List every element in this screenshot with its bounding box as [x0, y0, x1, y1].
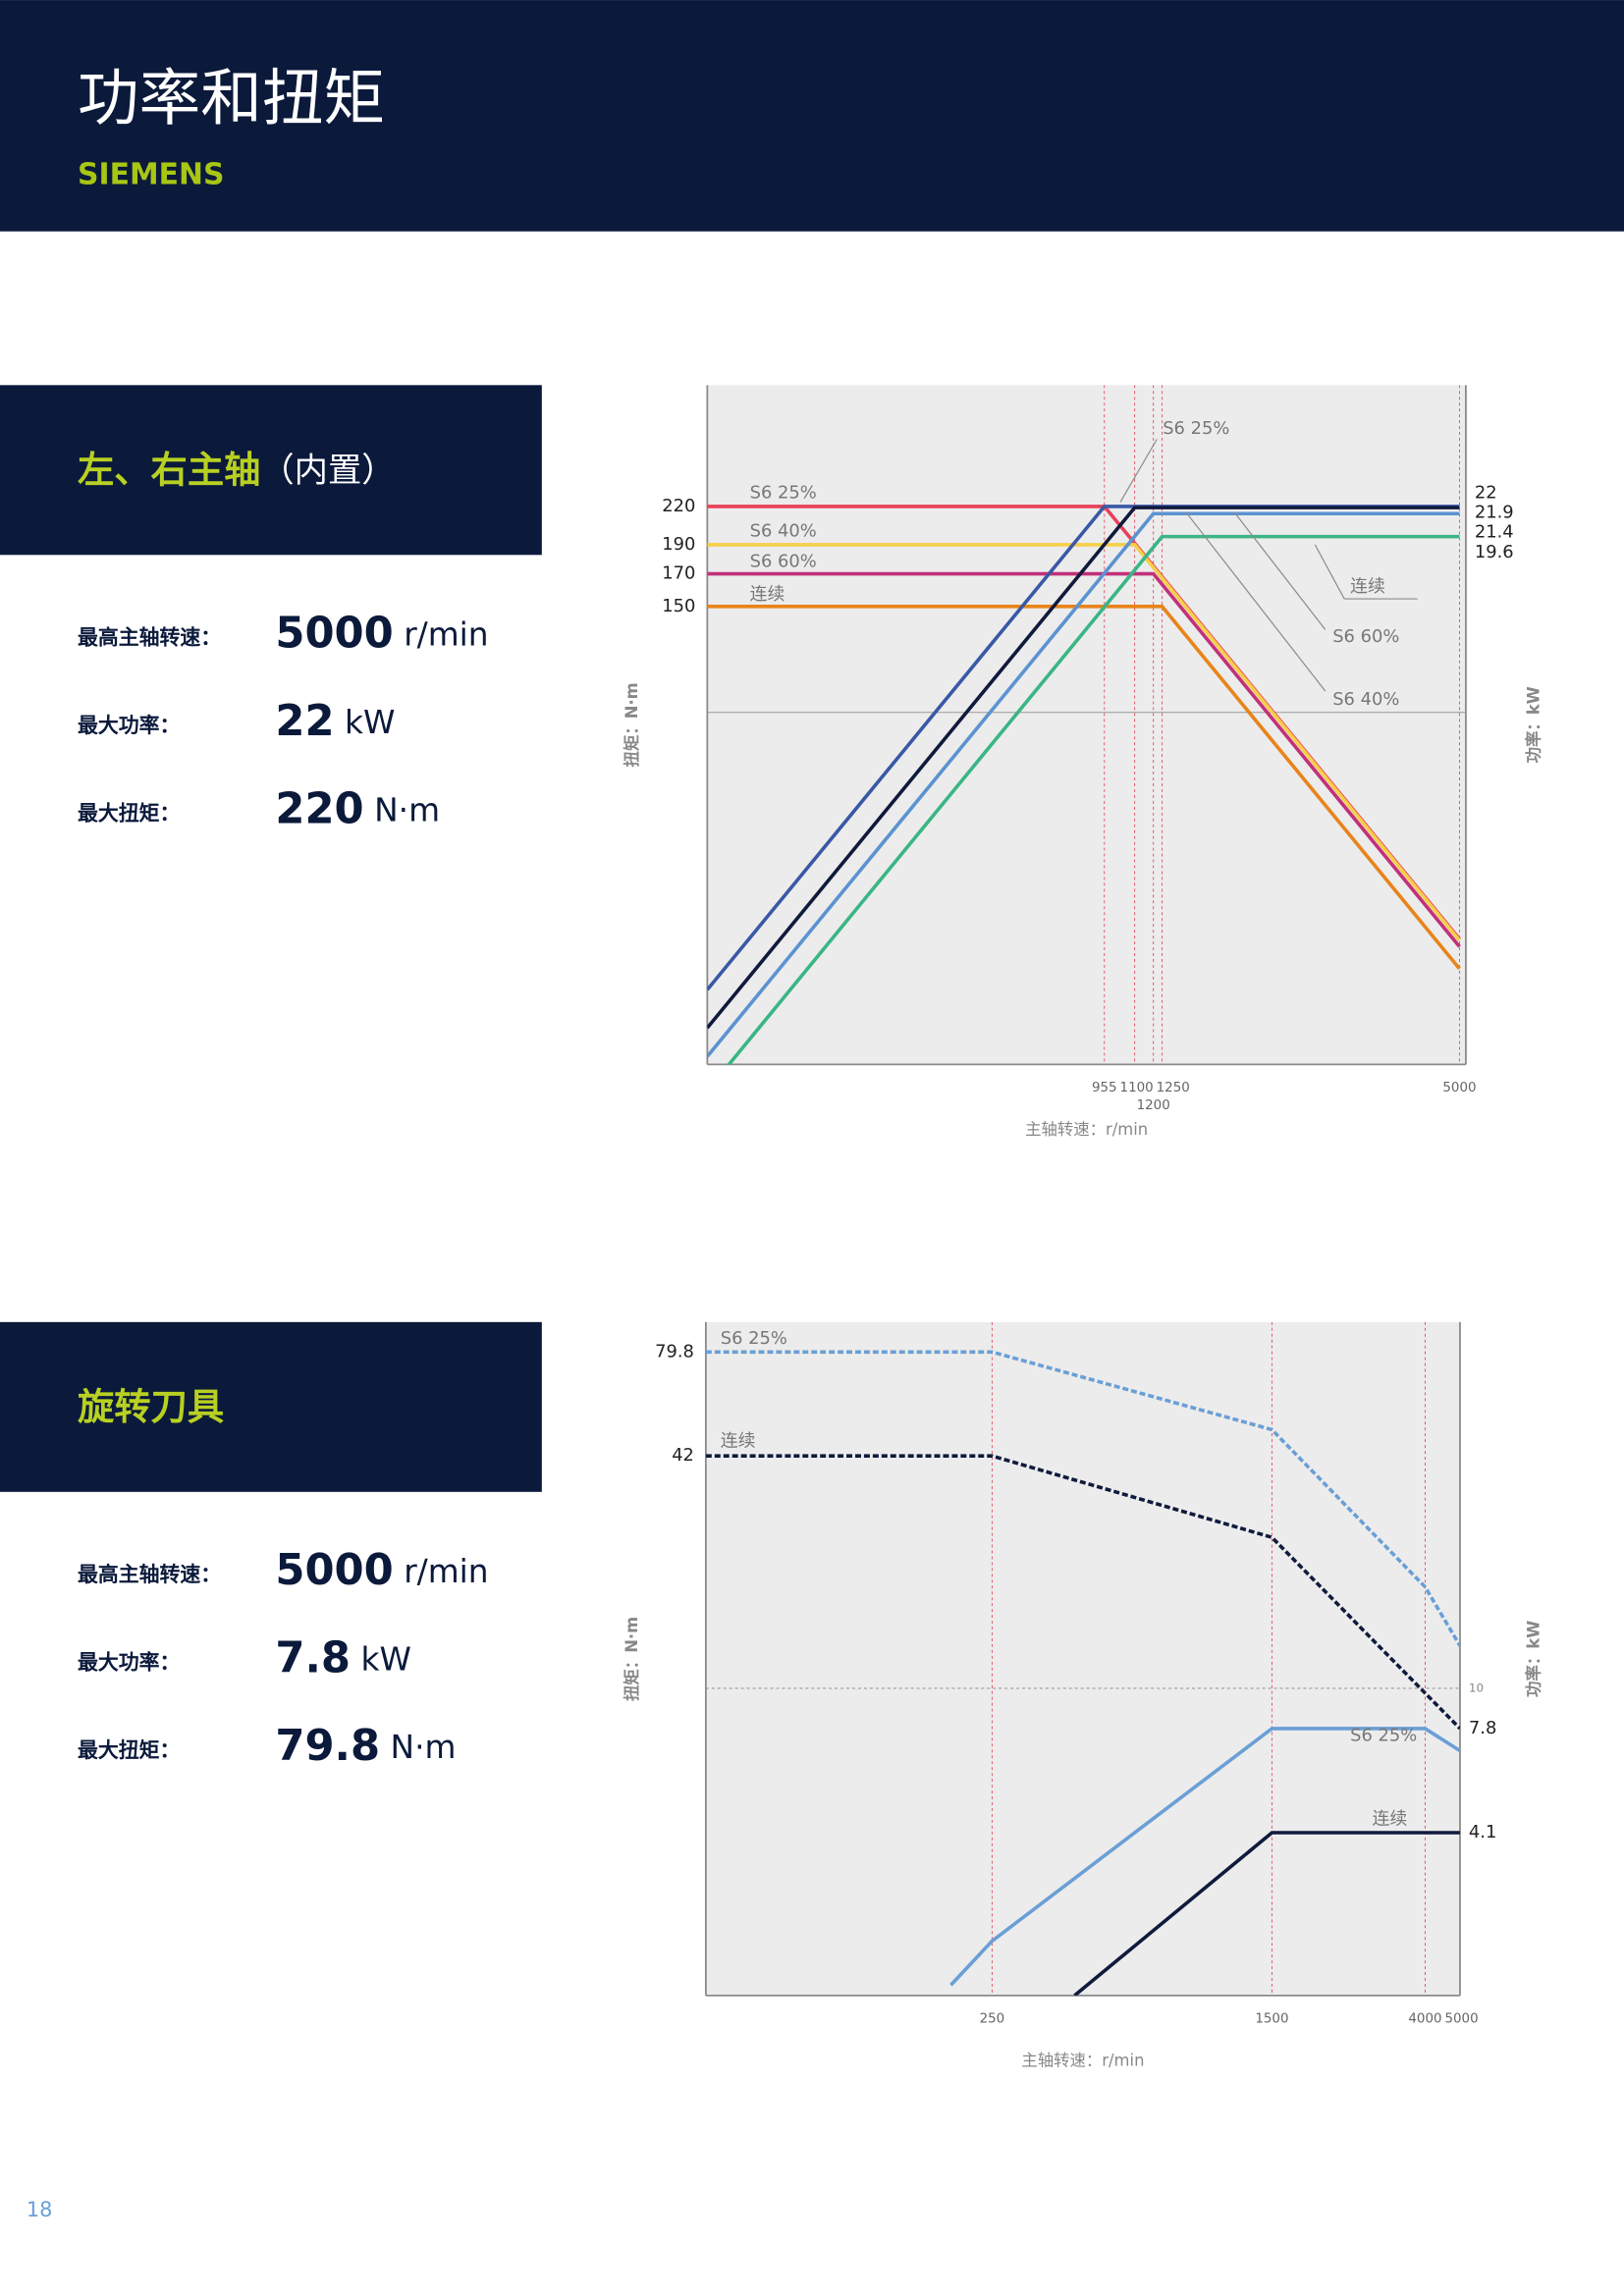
- series-line: [707, 605, 1461, 970]
- y-tick-label: 150: [662, 596, 695, 616]
- y2-tick-label: 21.4: [1475, 522, 1514, 543]
- leader: [1185, 511, 1326, 692]
- spec-number: 5000: [275, 609, 393, 658]
- series-label: S6 40%: [1332, 689, 1399, 710]
- series-label: S6 40%: [750, 521, 817, 542]
- spec-unit: kW: [345, 703, 395, 740]
- spec-label: 最大功率：: [78, 1650, 180, 1674]
- x-tick-label: 5000: [1442, 1081, 1476, 1095]
- section-subtitle: （内置）: [260, 451, 395, 490]
- chart: 955 1100 1200 1250 5000 150 170 190 220 2221.921.…: [623, 385, 1543, 1139]
- section-band: [0, 1321, 542, 1492]
- section-title-main: 左、右主轴: [78, 448, 260, 491]
- spec-unit: N·m: [374, 791, 440, 828]
- leaders: [1119, 439, 1418, 692]
- leader: [1314, 544, 1345, 600]
- spec-number: 22: [275, 696, 334, 745]
- spec-value: 22 kW: [275, 696, 395, 745]
- y2-tick-label: 10: [1469, 1681, 1484, 1694]
- plot-area: [705, 1321, 1460, 1996]
- series-label: S6 25%: [1163, 418, 1229, 439]
- leader: [1233, 511, 1326, 630]
- spec-label: 最大扭矩：: [78, 801, 180, 825]
- y-axis-title: 扭矩：N·m: [623, 1617, 641, 1701]
- spec-label: 最高主轴转速：: [78, 625, 221, 649]
- series-line: [707, 571, 1461, 948]
- x-tick-label: 1500: [1255, 2012, 1288, 2027]
- x-tick-label: 4000: [1408, 2012, 1441, 2027]
- series-line: [707, 506, 1460, 1030]
- spec-unit: r/min: [404, 1552, 488, 1589]
- spec-label: 最大扭矩：: [78, 1738, 180, 1762]
- x-axis-title: 主轴转速：r/min: [1025, 1120, 1148, 1139]
- spec-value: 5000 r/min: [275, 609, 488, 658]
- page-number: 18: [27, 2198, 53, 2221]
- y-tick-label: 42: [672, 1445, 694, 1466]
- spec-unit: r/min: [404, 615, 488, 653]
- series-line: [949, 1727, 1460, 1987]
- y2-tick-label: 19.6: [1475, 542, 1514, 562]
- header-band: [0, 0, 1624, 232]
- plot-area: [707, 385, 1466, 1065]
- y2-axis-title: 功率：kW: [1525, 1621, 1543, 1697]
- x-tick-label: 955: [1092, 1081, 1117, 1095]
- y2-tick-label: 22: [1475, 482, 1497, 503]
- spec-unit: N·m: [391, 1728, 457, 1765]
- x-axis-title: 主轴转速：r/min: [1021, 2052, 1144, 2070]
- spec-value: 79.8 N·m: [275, 1721, 456, 1770]
- spec-number: 5000: [275, 1545, 393, 1594]
- series-label: 连续: [750, 584, 785, 605]
- section-band: [0, 385, 542, 556]
- section-title: 左、右主轴（内置）: [78, 448, 396, 491]
- x-tick-label: 250: [980, 2012, 1005, 2027]
- series-label: S6 25%: [721, 1328, 787, 1349]
- series-label: 连续: [1372, 1809, 1407, 1830]
- y2-tick-label: 4.1: [1469, 1822, 1496, 1842]
- y-tick-label: 220: [662, 496, 695, 516]
- series-line: [707, 543, 1461, 942]
- spec-label: 最大功率：: [78, 714, 180, 737]
- series-label: S6 25%: [750, 482, 817, 503]
- spec-number: 220: [275, 784, 363, 833]
- series-line: [705, 1454, 1460, 1731]
- y2-tick-label: 7.8: [1469, 1718, 1496, 1738]
- x-tick-label: 5000: [1445, 2012, 1479, 2027]
- spec-number: 7.8: [275, 1633, 351, 1682]
- section-title-main: 旋转刀具: [78, 1384, 224, 1427]
- header-title: 功率和扭矩: [78, 63, 385, 134]
- series-label: 连续: [721, 1430, 756, 1451]
- series-label: S6 60%: [750, 552, 817, 572]
- y-tick-label: 190: [662, 534, 695, 555]
- series-line: [727, 534, 1460, 1065]
- x-tick-label: 1250: [1157, 1081, 1190, 1095]
- spec-value: 7.8 kW: [275, 1633, 410, 1682]
- brand: SIEMENS: [78, 158, 224, 192]
- spec-label: 最高主轴转速：: [78, 1563, 221, 1586]
- series-line: [705, 1350, 1460, 1647]
- section-title: 旋转刀具: [78, 1384, 224, 1427]
- series-label: 连续: [1350, 576, 1385, 597]
- series-label: S6 25%: [1350, 1726, 1417, 1746]
- series-label: S6 60%: [1332, 626, 1399, 647]
- y2-tick-label: 21.9: [1475, 503, 1514, 523]
- spec-value: 5000 r/min: [275, 1545, 488, 1594]
- x-tick-label: 1200: [1137, 1098, 1170, 1113]
- x-tick-label: 1100: [1120, 1081, 1154, 1095]
- series-line: [707, 511, 1460, 1058]
- series-line: [1073, 1831, 1460, 1996]
- y-tick-label: 79.8: [655, 1341, 694, 1362]
- spec-number: 79.8: [275, 1721, 380, 1770]
- chart: 250 1500 4000 5000 42 79.8 10 7.8 4.1 S6 25% 连续 S6 …: [623, 1321, 1543, 2070]
- y2-axis-title: 功率：kW: [1525, 686, 1543, 763]
- y-tick-label: 170: [662, 563, 695, 584]
- y-axis-title: 扭矩：N·m: [623, 682, 641, 767]
- leader: [1119, 439, 1158, 503]
- spec-value: 220 N·m: [275, 784, 440, 833]
- spec-unit: kW: [360, 1640, 410, 1678]
